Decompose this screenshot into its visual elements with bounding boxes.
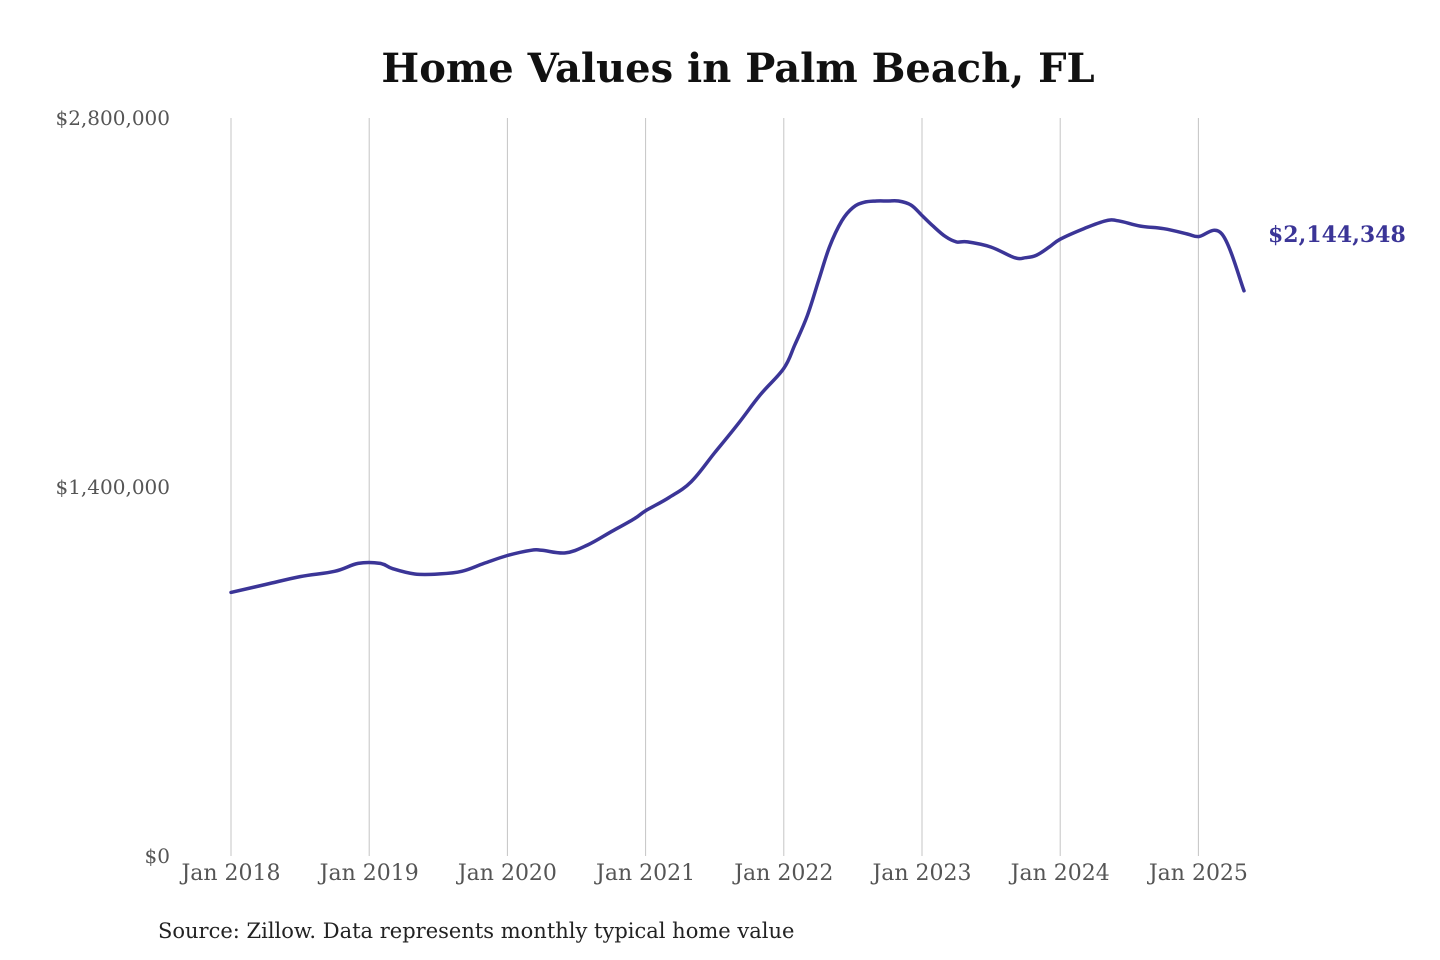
x-tick-label: Jan 2021 [594,861,695,886]
series-line-0 [229,198,1246,595]
end-value-label: $2,144,348 [1268,222,1406,248]
x-tick-label: Jan 2024 [1009,861,1110,886]
chart-title: Home Values in Palm Beach, FL [381,45,1094,92]
x-axis-ticks: Jan 2018 Jan 2019 Jan 2020 Jan 2021 Jan 2022… [179,861,1247,886]
source-note: Source: Zillow. Data represents monthly … [158,919,794,943]
x-tick-label: Jan 2023 [870,861,971,886]
x-tick-label: Jan 2022 [732,861,833,886]
y-tick-label: $2,800,000 [55,106,170,130]
series-layer: $2,144,348 [229,198,1406,595]
y-tick-label: $1,400,000 [55,475,170,499]
x-tick-label: Jan 2020 [456,861,557,886]
gridlines [230,118,1199,856]
x-tick-label: Jan 2018 [179,861,280,886]
y-tick-label: $0 [145,844,170,868]
x-tick-label: Jan 2019 [318,861,419,886]
x-tick-label: Jan 2025 [1147,861,1248,886]
y-axis-ticks: $0 $1,400,000 $2,800,000 [55,106,170,868]
